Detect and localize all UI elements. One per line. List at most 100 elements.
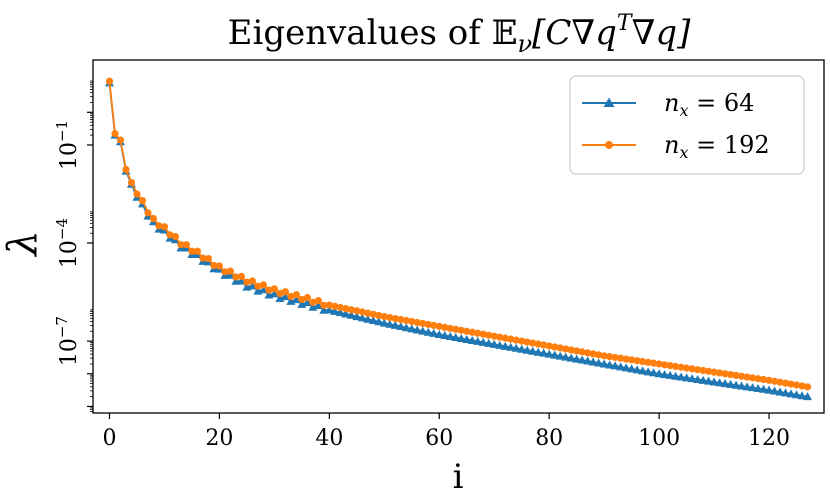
data-point-circle [320,301,328,309]
data-point-triangle [566,353,576,362]
x-tick-label: 0 [102,426,116,451]
data-point-triangle [412,325,422,334]
data-point-triangle [605,360,615,369]
data-point-circle [463,327,471,335]
data-point-circle [144,209,152,217]
data-point-circle [204,254,213,263]
data-point-circle [715,369,724,377]
data-point-triangle [396,322,406,331]
data-point-circle [353,307,361,315]
data-point-circle [693,366,702,374]
data-point-triangle [445,332,455,341]
data-point-circle [116,136,125,144]
y-tick-label: 10−7 [53,316,82,366]
data-point-triangle [627,364,637,373]
data-point-circle [644,358,652,366]
data-point-circle [721,370,729,378]
data-point-circle [787,380,795,388]
data-point-circle [704,367,713,375]
data-point-circle [270,285,278,293]
data-point-triangle [550,350,560,359]
data-point-triangle [473,336,483,345]
data-point-triangle [726,379,736,388]
data-point-circle [600,352,608,360]
data-point-triangle [621,363,631,372]
data-point-triangle [385,319,395,328]
data-point-triangle [687,374,697,383]
data-point-circle [248,277,256,285]
data-point-circle [391,314,399,323]
data-point-circle [155,222,163,230]
data-point-circle [534,340,542,348]
data-point-circle [617,354,625,362]
data-point-circle [435,322,443,330]
data-point-triangle [368,316,378,325]
data-point-triangle [737,381,747,390]
data-point-triangle [643,367,653,376]
data-point-circle [441,323,449,331]
data-point-circle [562,345,570,353]
y-tick-label: 10−4 [53,218,82,268]
data-point-triangle [555,351,565,360]
data-point-circle [215,262,224,270]
y-axis-label: λ [0,230,46,257]
data-point-circle [792,381,801,389]
data-point-triangle [775,387,785,396]
legend-entry-nx192: nx = 192 [582,131,770,162]
data-point-triangle [390,320,400,329]
data-point-circle [424,320,432,329]
data-point-circle [364,309,372,317]
data-point-circle [781,379,790,387]
data-point-triangle [269,289,279,298]
data-point-circle [309,298,317,306]
data-point-triangle [770,386,780,395]
data-point-triangle [379,318,389,327]
data-point-triangle [407,324,417,333]
x-tick-label: 80 [535,426,563,451]
data-point-triangle [698,375,708,384]
data-point-circle [672,362,680,371]
data-point-circle [292,291,300,299]
data-point-circle [276,289,284,298]
data-point-circle [199,254,207,262]
data-point-circle [402,316,410,325]
data-point-circle [682,364,691,372]
plot-frame [92,59,825,414]
data-point-triangle [753,383,763,392]
data-point-circle [182,241,191,249]
data-point-circle [584,349,592,357]
data-point-circle [105,77,114,85]
data-point-circle [726,370,735,379]
data-point-circle [765,376,773,384]
data-point-circle [628,356,636,364]
data-point-circle [798,382,806,390]
data-point-circle [298,295,306,304]
data-point-circle [485,331,493,339]
data-point-circle [710,368,718,376]
data-point-circle [237,272,245,280]
data-point-triangle [588,357,598,366]
data-point-triangle [539,348,549,357]
data-point-triangle [709,377,719,386]
data-point-triangle [352,312,362,321]
data-point-triangle [786,389,796,398]
data-point-triangle [434,330,444,339]
data-point-circle [803,383,812,391]
data-point-circle [551,343,559,351]
data-point-circle [545,342,553,350]
data-point-circle [606,353,614,361]
data-point-circle [303,294,311,302]
data-point-circle [776,378,784,386]
data-point-triangle [759,384,769,393]
data-point-circle [122,165,130,174]
data-point-triangle [462,334,472,343]
data-point-circle [413,318,421,327]
data-point-circle [474,329,482,337]
data-point-circle [501,334,509,342]
data-point-circle [622,355,630,363]
data-point-triangle [610,361,620,370]
y-axis-ticks: 10−1 10−4 10−7 [53,80,93,412]
data-point-circle [210,261,218,270]
data-point-circle [375,311,383,320]
data-point-circle [589,350,597,358]
